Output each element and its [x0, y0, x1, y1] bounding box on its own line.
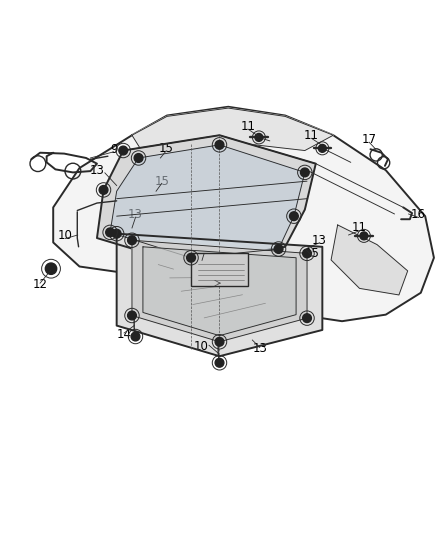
- Polygon shape: [117, 233, 321, 356]
- Polygon shape: [132, 240, 306, 342]
- Polygon shape: [143, 247, 295, 336]
- Circle shape: [131, 332, 140, 341]
- Circle shape: [300, 168, 308, 177]
- Text: 15: 15: [304, 247, 319, 260]
- Text: 13: 13: [311, 234, 326, 247]
- Text: 11: 11: [351, 222, 366, 235]
- Text: 17: 17: [361, 133, 376, 146]
- Circle shape: [106, 228, 114, 237]
- Circle shape: [289, 212, 297, 221]
- Text: 13: 13: [90, 164, 105, 177]
- Text: 13: 13: [128, 208, 143, 221]
- Circle shape: [127, 311, 136, 320]
- Circle shape: [45, 263, 57, 274]
- Text: 11: 11: [240, 120, 255, 133]
- Bar: [191, 253, 247, 286]
- Circle shape: [134, 154, 143, 163]
- Circle shape: [127, 236, 136, 245]
- Text: 16: 16: [410, 208, 425, 221]
- Polygon shape: [132, 108, 332, 150]
- Circle shape: [215, 141, 223, 149]
- Text: 8: 8: [198, 251, 205, 264]
- Text: 12: 12: [32, 278, 47, 292]
- Circle shape: [302, 314, 311, 322]
- Text: 14: 14: [117, 328, 131, 341]
- Polygon shape: [53, 107, 433, 321]
- Polygon shape: [97, 135, 315, 264]
- Circle shape: [186, 253, 195, 262]
- Circle shape: [359, 232, 367, 240]
- Text: 10: 10: [194, 340, 208, 353]
- Circle shape: [274, 245, 283, 253]
- Circle shape: [318, 144, 325, 152]
- Text: 10: 10: [58, 229, 73, 243]
- Circle shape: [254, 133, 262, 141]
- Circle shape: [215, 337, 223, 346]
- Circle shape: [99, 185, 108, 195]
- Circle shape: [119, 146, 127, 155]
- Circle shape: [302, 249, 311, 258]
- Polygon shape: [330, 225, 407, 295]
- Text: 15: 15: [158, 142, 173, 155]
- Polygon shape: [110, 145, 304, 258]
- Circle shape: [112, 229, 121, 238]
- Text: 13: 13: [252, 342, 267, 356]
- Circle shape: [215, 358, 223, 367]
- Text: 9: 9: [110, 143, 117, 156]
- Text: 15: 15: [154, 175, 169, 188]
- Text: 11: 11: [303, 128, 318, 142]
